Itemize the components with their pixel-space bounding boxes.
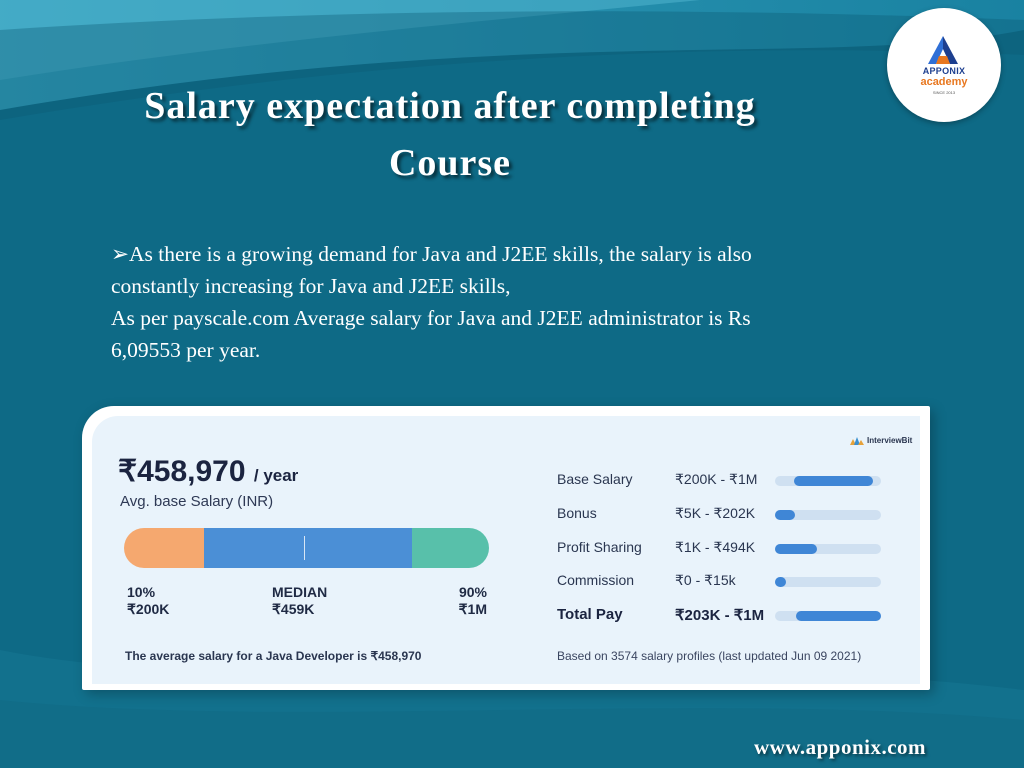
avg-salary-value: ₹458,970 / year xyxy=(118,454,298,489)
per-year-label: / year xyxy=(253,466,299,485)
percentile-10-value: ₹200K xyxy=(127,601,170,617)
salary-row: Bonus ₹5K - ₹202K xyxy=(557,505,887,525)
percentile-10-label: 10% xyxy=(127,584,156,600)
range-bar-mid-segment xyxy=(204,528,412,568)
website-url: www.apponix.com xyxy=(754,735,927,759)
avg-salary-label: Avg. base Salary (INR) xyxy=(120,493,274,510)
salary-row-label: Profit Sharing xyxy=(557,539,642,555)
body-paragraph: ➢As there is a growing demand for Java a… xyxy=(111,238,901,366)
apponix-a-icon xyxy=(928,36,958,64)
interviewbit-logo: InterviewBit xyxy=(850,436,912,445)
salary-row: Profit Sharing ₹1K - ₹494K xyxy=(557,539,887,559)
logo-since-text: SINCE 2013 xyxy=(932,90,956,95)
percentile-median: MEDIAN ₹459K xyxy=(272,584,327,618)
salary-row-label: Commission xyxy=(557,572,635,588)
salary-row-label: Base Salary xyxy=(557,471,633,487)
salary-card-inner: InterviewBit ₹458,970 / year Avg. base S… xyxy=(92,416,920,684)
interviewbit-text: InterviewBit xyxy=(867,436,913,445)
avg-salary-amount: ₹458,970 xyxy=(118,455,246,488)
paragraph-line-2: constantly increasing for Java and J2EE … xyxy=(111,274,511,298)
salary-row-fill xyxy=(775,544,818,554)
paragraph-line-3: As per payscale.com Average salary for J… xyxy=(111,306,751,330)
salary-row-fill xyxy=(796,611,881,621)
paragraph-line-1-text: As there is a growing demand for Java an… xyxy=(129,242,752,266)
salary-row-track xyxy=(775,611,881,621)
salary-row-fill xyxy=(775,577,786,587)
avg-salary-note: The average salary for a Java Developer … xyxy=(125,649,422,663)
logo-sub-text: academy xyxy=(920,76,968,88)
page-title: Salary expectation after completing Cour… xyxy=(100,78,800,192)
bullet-arrow-icon: ➢ xyxy=(111,242,130,266)
salary-row-track xyxy=(775,544,881,554)
title-line-1: Salary expectation after completing xyxy=(144,85,756,127)
salary-row: Base Salary ₹200K - ₹1M xyxy=(557,471,887,491)
salary-row-track xyxy=(775,577,881,587)
salary-row-fill xyxy=(794,476,873,486)
salary-card: InterviewBit ₹458,970 / year Avg. base S… xyxy=(82,406,930,690)
percentile-90-value: ₹1M xyxy=(458,601,487,617)
percentile-90-label: 90% xyxy=(458,584,487,600)
percentile-90: 90% ₹1M xyxy=(432,584,487,618)
percentile-10: 10% ₹200K xyxy=(127,584,169,618)
range-bar-high-segment xyxy=(412,528,489,568)
interviewbit-icon xyxy=(850,436,864,445)
paragraph-line-4: 6,09553 per year. xyxy=(111,338,261,362)
salary-row-label: Bonus xyxy=(557,505,597,521)
salary-range-bar xyxy=(124,528,489,568)
salary-row: Commission ₹0 - ₹15k xyxy=(557,572,887,592)
salary-row-track xyxy=(775,510,881,520)
salary-row-range: ₹203K - ₹1M xyxy=(675,607,765,624)
salary-row-fill xyxy=(775,510,796,520)
logo-brand-text: APPONIX xyxy=(922,66,966,76)
salary-row-range: ₹5K - ₹202K xyxy=(675,505,756,521)
paragraph-line-1: ➢As there is a growing demand for Java a… xyxy=(111,238,901,270)
salary-row-range: ₹200K - ₹1M xyxy=(675,471,758,487)
data-source-note: Based on 3574 salary profiles (last upda… xyxy=(557,649,862,663)
title-line-2: Course xyxy=(388,142,512,184)
salary-row-track xyxy=(775,476,881,486)
percentile-median-value: ₹459K xyxy=(272,601,315,617)
percentile-median-label: MEDIAN xyxy=(272,584,328,600)
salary-row-label: Total Pay xyxy=(557,606,623,623)
apponix-logo: APPONIX academy SINCE 2013 xyxy=(887,8,1001,122)
salary-row-range: ₹1K - ₹494K xyxy=(675,539,756,555)
salary-row-total: Total Pay ₹203K - ₹1M xyxy=(557,606,887,626)
range-bar-low-segment xyxy=(124,528,204,568)
median-marker xyxy=(304,536,305,560)
salary-row-range: ₹0 - ₹15k xyxy=(675,572,736,588)
